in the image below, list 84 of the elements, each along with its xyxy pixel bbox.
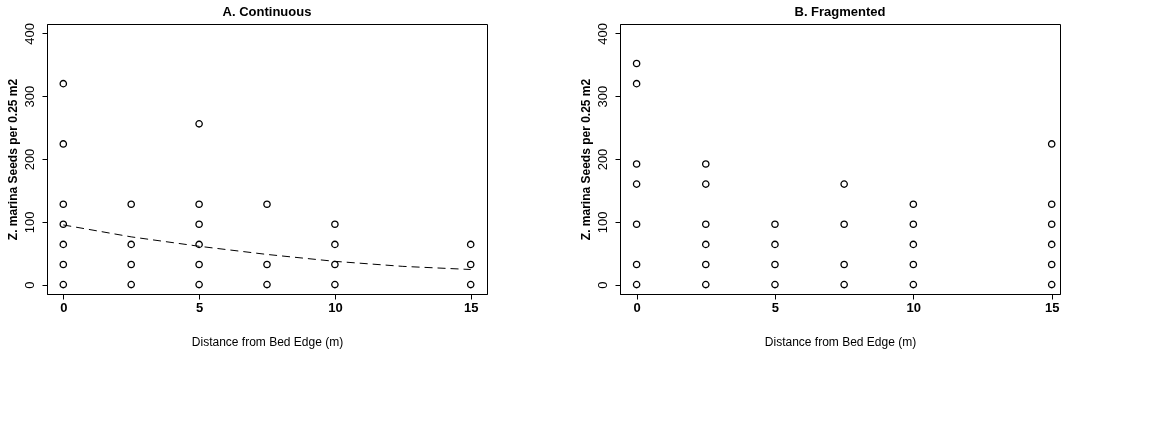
point: [127, 240, 136, 249]
point: [127, 200, 136, 209]
y-axis-title: Z. marina Seeds per 0.25 m2: [578, 78, 593, 241]
line-series: [62, 224, 472, 271]
point: [840, 280, 848, 289]
point: [127, 260, 136, 269]
point: [331, 240, 339, 249]
y-tick-label: 300: [21, 85, 37, 108]
chart-title: A. Continuous: [222, 3, 312, 19]
y-tick-label: 100: [594, 211, 610, 234]
point: [632, 59, 641, 68]
point: [466, 240, 475, 249]
y-tick-label: 300: [594, 85, 610, 108]
point: [840, 220, 848, 229]
point: [840, 260, 848, 269]
x-tick-label: 15: [463, 299, 479, 315]
point: [331, 280, 339, 289]
point: [195, 220, 203, 229]
point: [331, 260, 339, 269]
point: [59, 280, 68, 289]
point: [909, 240, 918, 249]
point: [632, 180, 641, 188]
point: [771, 220, 779, 229]
y-tick-label: 200: [594, 148, 610, 171]
point: [771, 280, 779, 289]
point: [263, 200, 271, 209]
point: [195, 120, 203, 128]
x-tick-label: 5: [771, 299, 780, 315]
point: [1047, 220, 1056, 229]
x-tick-label: 10: [906, 299, 922, 315]
point: [701, 240, 710, 249]
point: [1047, 260, 1056, 269]
point: [840, 180, 848, 188]
point: [1047, 240, 1056, 249]
point: [701, 220, 710, 229]
point: [466, 260, 475, 269]
chart-title: B. Fragmented: [794, 3, 886, 19]
point: [59, 79, 68, 88]
point: [263, 280, 271, 289]
x-tick-label: 5: [195, 299, 204, 315]
point: [59, 200, 68, 209]
point: [195, 260, 203, 269]
point: [909, 260, 918, 269]
x-tick-label: 15: [1044, 299, 1060, 315]
point: [127, 280, 136, 289]
point: [1047, 140, 1056, 148]
point: [701, 160, 710, 168]
x-tick-label: 10: [328, 299, 343, 315]
point: [701, 260, 710, 269]
y-tick-label: 0: [594, 281, 610, 289]
point: [331, 220, 339, 229]
point: [59, 240, 68, 249]
y-tick-label: 400: [594, 23, 610, 45]
point: [59, 140, 68, 148]
point: [909, 220, 918, 229]
point: [909, 280, 918, 289]
point: [632, 260, 641, 269]
point: [195, 240, 203, 249]
point: [1047, 280, 1056, 289]
point: [59, 260, 68, 269]
point: [632, 220, 641, 229]
y-axis-title: Z. marina Seeds per 0.25 m2: [5, 78, 20, 241]
x-tick-label: 0: [60, 299, 68, 315]
point: [195, 200, 203, 209]
point: [632, 280, 641, 289]
x-axis-title: Distance from Bed Edge (m): [191, 334, 344, 349]
y-tick-label: 100: [21, 211, 37, 234]
point: [59, 220, 68, 229]
point: [632, 79, 641, 88]
point: [263, 260, 271, 269]
point: [909, 200, 918, 209]
point: [701, 280, 710, 289]
point: [1047, 200, 1056, 209]
point: [466, 280, 475, 289]
x-tick-label: 0: [633, 299, 641, 315]
point: [701, 180, 710, 188]
point: [771, 240, 779, 249]
y-tick-label: 0: [21, 281, 37, 289]
point: [771, 260, 779, 269]
y-tick-label: 200: [21, 148, 37, 171]
y-tick-label: 400: [21, 23, 37, 45]
x-axis-title: Distance from Bed Edge (m): [764, 334, 917, 349]
point: [195, 280, 203, 289]
point: [632, 160, 641, 168]
